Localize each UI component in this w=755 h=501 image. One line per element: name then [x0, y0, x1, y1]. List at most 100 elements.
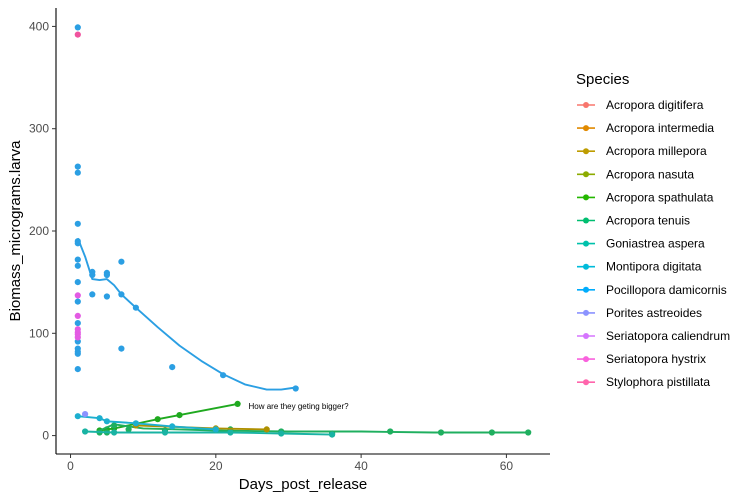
- series-porites-astreoides: [82, 411, 89, 418]
- legend-item: Goniastrea aspera: [577, 237, 705, 251]
- y-axis-title: Biomass_micrograms.larva: [7, 140, 24, 322]
- legend-item: Acropora intermedia: [577, 121, 714, 135]
- data-point: [74, 262, 81, 269]
- legend-key-point: [583, 309, 589, 316]
- legend-key-point: [583, 356, 589, 363]
- data-point: [103, 271, 110, 279]
- legend-key-point: [583, 171, 589, 178]
- x-tick-label: 20: [209, 459, 223, 473]
- legend: Species Acropora digitifera Acropora inte…: [576, 71, 730, 389]
- x-tick-label: 0: [67, 459, 74, 473]
- legend-item: Seriatopora hystrix: [577, 352, 706, 366]
- data-point: [488, 429, 495, 436]
- data-point: [96, 415, 103, 422]
- series-line: [77, 415, 216, 431]
- legend-item: Stylophora pistillata: [577, 375, 710, 389]
- legend-item: Porites astreoides: [577, 306, 702, 320]
- legend-label: Acropora spathulata: [606, 190, 714, 204]
- series-pocillopora-damicornis: [74, 24, 299, 392]
- data-point: [89, 271, 96, 279]
- data-point: [74, 413, 81, 420]
- legend-key-point: [583, 240, 589, 247]
- data-point: [74, 279, 81, 286]
- data-point: [74, 320, 81, 327]
- legend-title: Species: [576, 71, 629, 88]
- series-montipora-digitata: [74, 413, 219, 433]
- legend-key-point: [583, 379, 589, 386]
- legend-item: Pocillopora damicornis: [577, 283, 727, 297]
- series-seriatopora-hystrix: [74, 292, 81, 341]
- legend-label: Seriatopora caliendrum: [606, 329, 730, 343]
- data-point: [292, 385, 299, 392]
- data-point: [74, 256, 81, 263]
- data-point: [212, 426, 219, 433]
- series-goniastrea-aspera: [82, 428, 336, 438]
- data-point: [82, 411, 89, 418]
- legend-key-point: [583, 286, 589, 293]
- legend-item: Acropora millepora: [577, 144, 707, 158]
- legend-item: Seriatopora caliendrum: [577, 329, 730, 343]
- plot-marks: How are they geting bigger?: [74, 24, 532, 438]
- data-point: [74, 298, 81, 305]
- legend-key-point: [583, 333, 589, 339]
- data-point: [118, 291, 125, 298]
- legend-label: Goniastrea aspera: [606, 237, 705, 251]
- data-point: [89, 291, 96, 298]
- data-point: [74, 292, 81, 299]
- data-point: [74, 350, 81, 357]
- data-point: [227, 429, 234, 436]
- data-point: [74, 24, 81, 31]
- legend-label: Acropora intermedia: [606, 121, 714, 135]
- data-point: [118, 345, 125, 352]
- data-point: [234, 400, 241, 407]
- data-point: [220, 372, 227, 379]
- data-point: [118, 258, 125, 265]
- data-point: [74, 334, 81, 341]
- legend-label: Acropora millepora: [606, 144, 707, 158]
- annotation-label: How are they geting bigger?: [249, 402, 350, 411]
- series-line: [76, 237, 296, 391]
- data-point: [169, 423, 176, 430]
- data-point: [176, 412, 183, 419]
- data-point: [74, 220, 81, 227]
- legend-label: Montipora digitata: [606, 260, 702, 274]
- data-point: [111, 422, 118, 429]
- data-point: [437, 429, 445, 436]
- legend-key-point: [583, 263, 589, 270]
- y-tick-label: 0: [42, 429, 49, 443]
- legend-label: Porites astreoides: [606, 306, 702, 320]
- data-point: [74, 31, 81, 38]
- legend-key-point: [583, 102, 589, 108]
- data-point: [82, 428, 89, 435]
- y-tick-label: 400: [29, 19, 49, 33]
- x-tick-label: 60: [500, 459, 514, 473]
- legend-item: Montipora digitata: [577, 260, 702, 274]
- legend-label: Pocillopora damicornis: [606, 283, 727, 297]
- legend-key-point: [583, 217, 589, 224]
- data-point: [74, 240, 81, 247]
- data-point: [161, 429, 169, 436]
- y-tick-label: 100: [29, 326, 49, 340]
- legend-label: Acropora nasuta: [606, 167, 694, 181]
- data-point: [263, 426, 270, 433]
- series-stylophora-pistillata: [74, 31, 81, 38]
- data-point: [74, 366, 81, 373]
- y-tick-label: 200: [29, 224, 49, 238]
- data-point: [154, 416, 161, 423]
- y-tick-label: 300: [29, 122, 49, 136]
- series-line: [99, 423, 529, 434]
- data-point: [132, 420, 139, 427]
- data-point: [525, 429, 532, 436]
- legend-item: Acropora tenuis: [577, 214, 690, 228]
- axes: 0 20 40 60 0 100 200 300 400: [29, 8, 550, 473]
- legend-key-point: [583, 148, 589, 155]
- data-point: [74, 163, 81, 170]
- legend-label: Stylophora pistillata: [606, 375, 710, 389]
- legend-label: Seriatopora hystrix: [606, 352, 706, 366]
- series-line: [85, 430, 333, 436]
- data-point: [169, 364, 176, 371]
- data-point: [132, 304, 139, 311]
- legend-item: Acropora spathulata: [577, 190, 714, 204]
- legend-key-point: [583, 194, 589, 201]
- data-point: [387, 428, 394, 435]
